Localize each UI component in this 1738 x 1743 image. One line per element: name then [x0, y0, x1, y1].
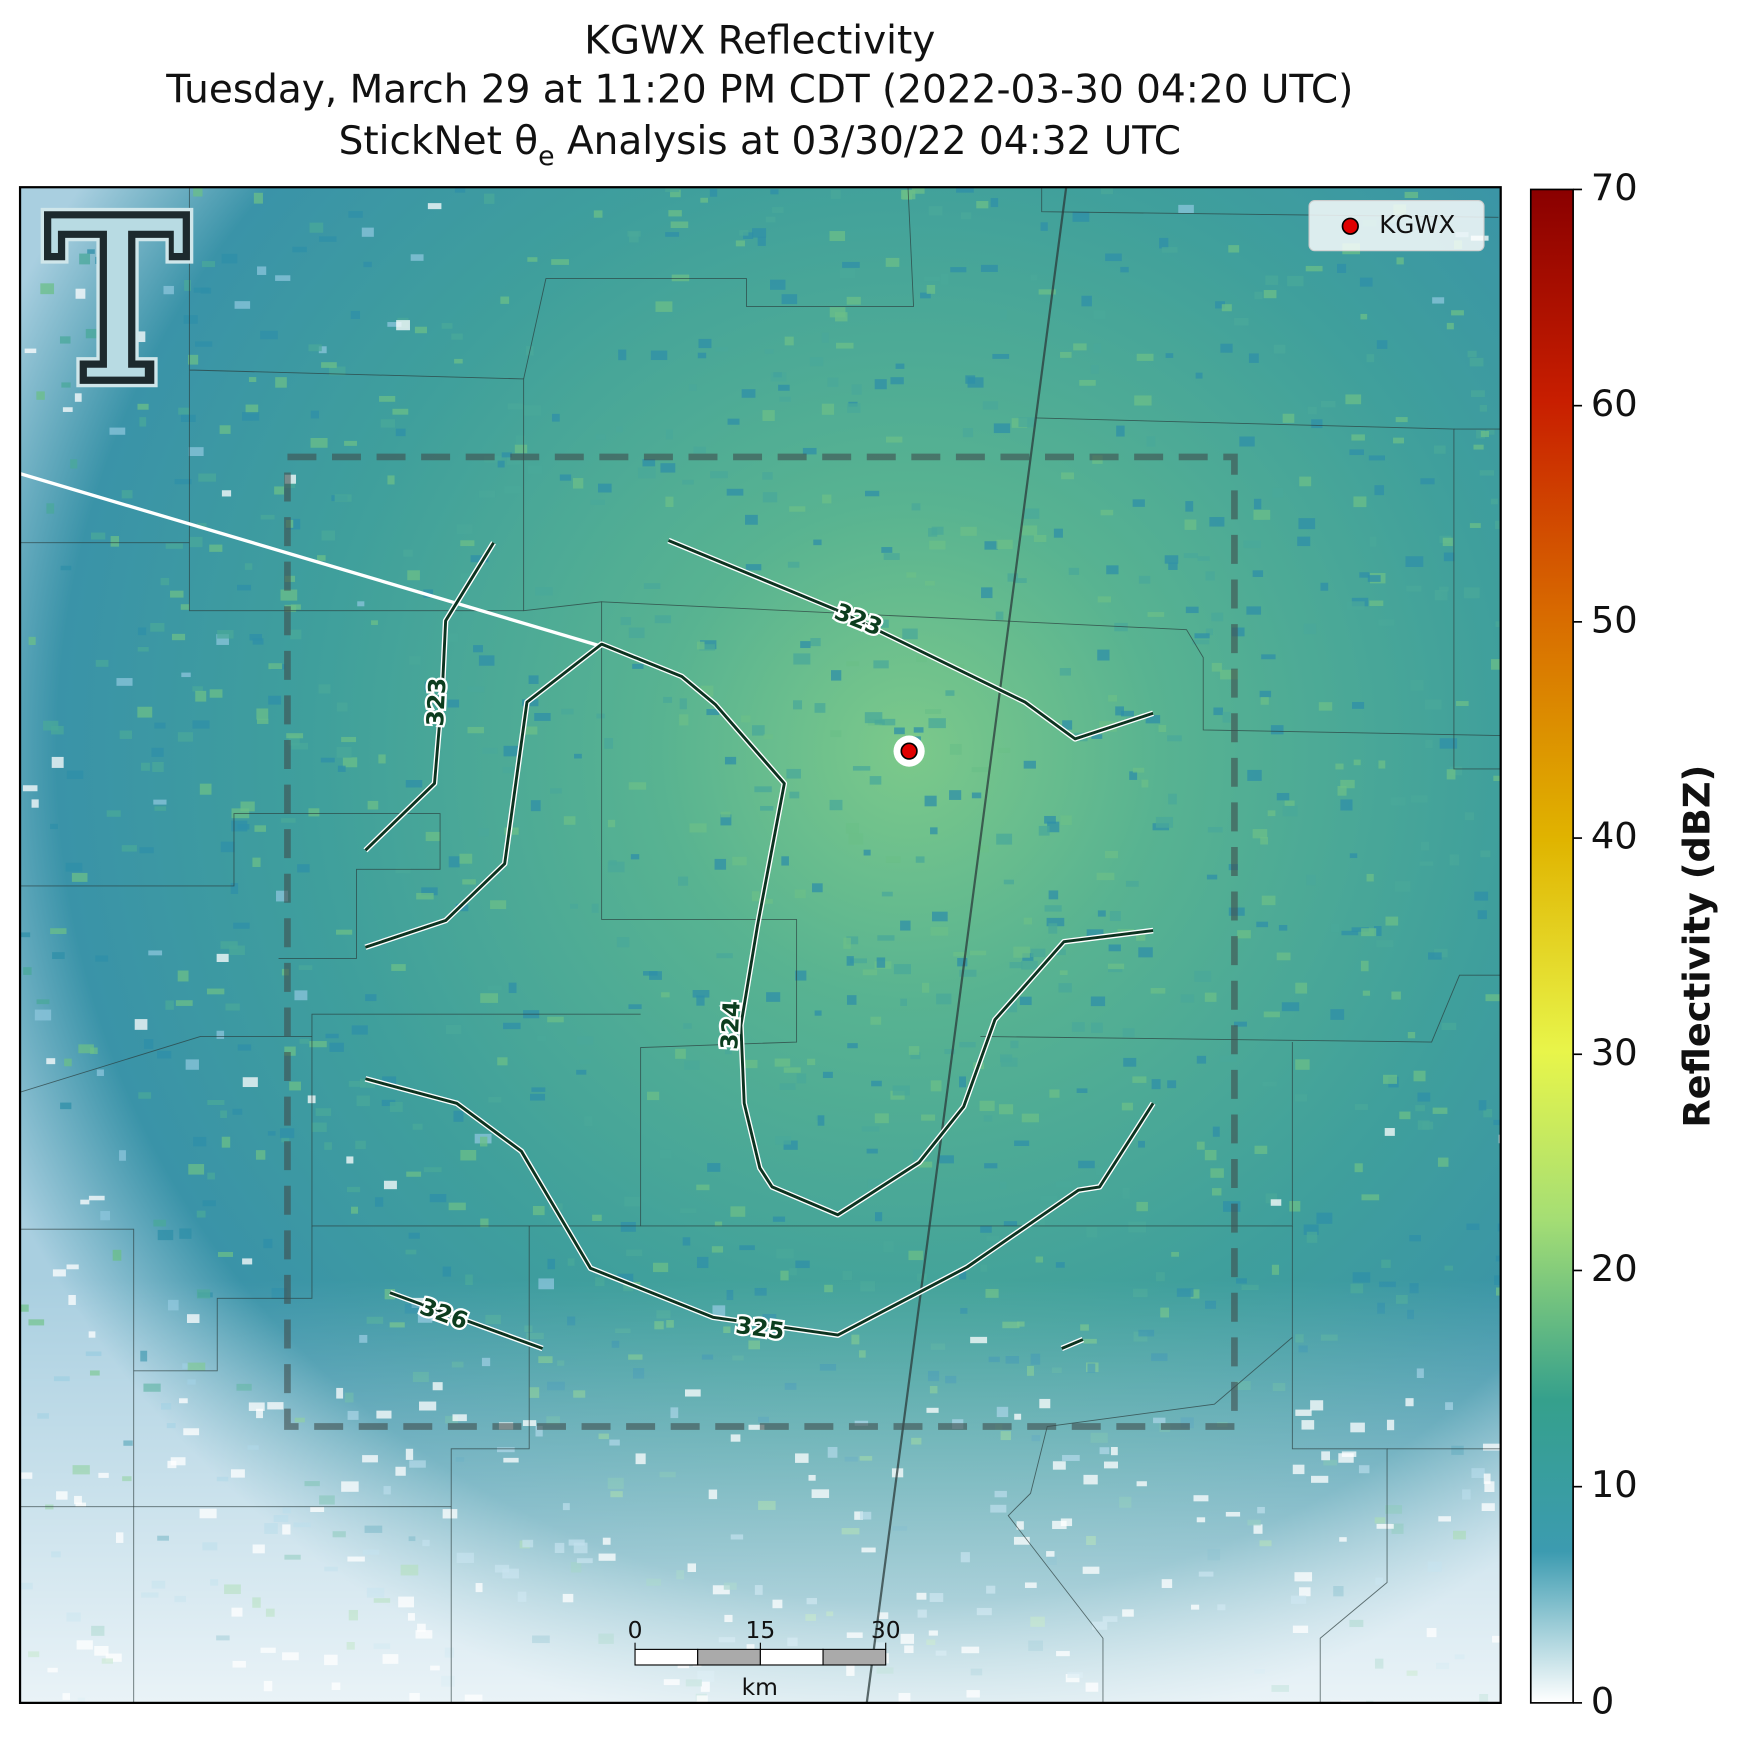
contour-line [389, 1291, 544, 1350]
scale-segment [822, 1648, 887, 1666]
scale-bar: km 0 15 30 [628, 1616, 901, 1701]
colorbar-tick-label: 30 [1591, 1031, 1638, 1074]
colorbar-tick-label: 40 [1591, 815, 1638, 858]
colorbar-tick-label: 20 [1591, 1247, 1638, 1290]
scale-segment [759, 1648, 824, 1666]
contour-line [1061, 1338, 1084, 1350]
scale-tick-label: 15 [746, 1616, 776, 1644]
colorbar-tick-label: 70 [1591, 166, 1638, 209]
legend-marker [1341, 217, 1359, 235]
contour-line [365, 1077, 1155, 1337]
colorbar-tick-label: 50 [1591, 598, 1638, 641]
legend-box [1308, 200, 1485, 252]
beam-spike [20, 472, 603, 648]
scale-segment [634, 1648, 699, 1666]
scale-tick-label: 30 [871, 1616, 901, 1644]
highway [865, 187, 1068, 1703]
scale-unit: km [742, 1673, 778, 1701]
contour-line [364, 541, 495, 852]
scale-tick-label: 0 [628, 1616, 643, 1644]
contour-label: 324 [715, 1000, 746, 1050]
logo [40, 207, 194, 388]
colorbar-tick-label: 60 [1591, 382, 1638, 425]
title: Tuesday, March 29 at 11:20 PM CDT (2022-… [165, 68, 1353, 113]
legend: KGWX [1308, 200, 1485, 252]
contour-line [364, 642, 1154, 1217]
colorbar-tick-label: 10 [1591, 1463, 1638, 1506]
scale-segment [697, 1648, 761, 1666]
legend-label: KGWX [1379, 210, 1455, 239]
county-lines [20, 187, 1501, 1703]
colorbar-tick-label: 0 [1591, 1679, 1614, 1722]
title: StickNet θe Analysis at 03/30/22 04:32 U… [339, 119, 1181, 172]
title: KGWX Reflectivity [584, 18, 935, 63]
colorbar-label: Reflectivity (dBZ) [1676, 765, 1719, 1128]
title-part: Analysis at 03/30/22 04:32 UTC [555, 119, 1181, 164]
contour-line [667, 539, 1154, 741]
analysis-domain [284, 453, 1238, 1430]
colorbar: Reflectivity (dBZ) 0 10 20 30 40 50 60 70 [1529, 166, 1719, 1722]
contour-label: 323 [421, 677, 452, 727]
map: 323 323 324 325 326 KGWX km 0 15 30 [20, 187, 1501, 1703]
radar-site [900, 742, 918, 760]
colorbar-ramp [1529, 188, 1574, 1704]
map-frame [18, 186, 1502, 1704]
radar-fade [20, 187, 1501, 1703]
title-subscript: e [538, 141, 554, 172]
title-part: StickNet θ [339, 119, 539, 164]
